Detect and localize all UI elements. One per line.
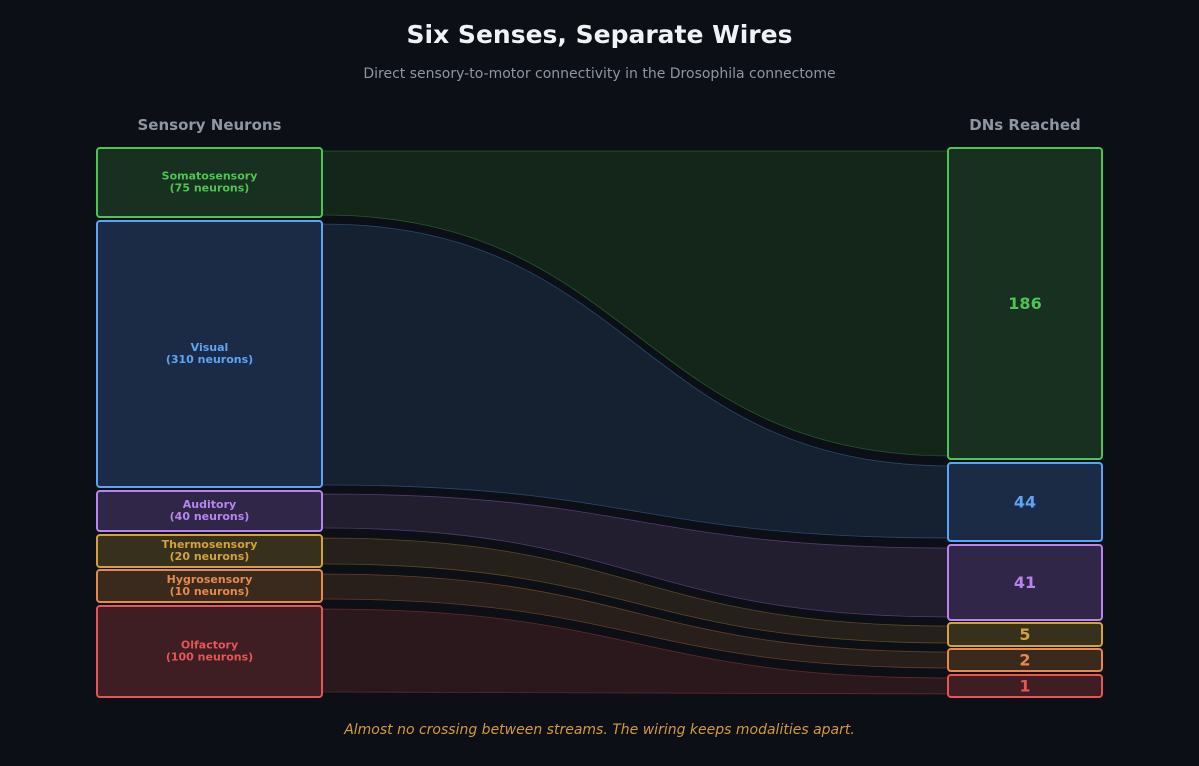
left-column-header: Sensory Neurons [137, 116, 282, 134]
dn-node-thermosensory-value: 5 [1019, 625, 1030, 644]
dn-node-visual-value: 44 [1014, 493, 1036, 512]
dn-node-auditory-value: 41 [1014, 573, 1036, 592]
sensory-node-layer: Somatosensory(75 neurons)Visual(310 neur… [96, 147, 323, 698]
sensory-node-hygrosensory-count: (10 neurons) [170, 585, 250, 598]
sensory-node-olfactory-box [96, 605, 323, 698]
dn-node-auditory: 41 [947, 544, 1103, 621]
sensory-node-auditory-box [96, 490, 323, 532]
flow-somatosensory [321, 150, 953, 457]
dn-node-visual-box [947, 462, 1103, 542]
sensory-node-visual: Visual(310 neurons) [96, 220, 323, 488]
dn-node-auditory-box [947, 544, 1103, 621]
dn-node-hygrosensory-value: 2 [1019, 651, 1030, 670]
sensory-node-hygrosensory: Hygrosensory(10 neurons) [96, 569, 323, 603]
sensory-node-olfactory-name: Olfactory [181, 639, 238, 652]
caption: Almost no crossing between streams. The … [344, 722, 855, 738]
sensory-node-hygrosensory-name: Hygrosensory [167, 573, 253, 586]
sensory-node-somatosensory: Somatosensory(75 neurons) [96, 147, 323, 218]
dn-node-thermosensory-box [947, 622, 1103, 647]
sensory-node-olfactory: Olfactory(100 neurons) [96, 605, 323, 698]
sensory-node-thermosensory-name: Thermosensory [162, 538, 258, 551]
dn-node-thermosensory: 5 [947, 622, 1103, 647]
page-subtitle: Direct sensory-to-motor connectivity in … [363, 66, 836, 82]
sensory-node-somatosensory-name: Somatosensory [162, 170, 258, 183]
page-title: Six Senses, Separate Wires [406, 20, 793, 49]
flow-layer [321, 150, 953, 695]
sensory-node-thermosensory: Thermosensory(20 neurons) [96, 534, 323, 568]
dn-node-hygrosensory-box [947, 648, 1103, 672]
sensory-node-auditory: Auditory(40 neurons) [96, 490, 323, 532]
sensory-node-thermosensory-box [96, 534, 323, 568]
dn-node-visual: 44 [947, 462, 1103, 542]
dn-node-layer: 186 44 41 5 2 1 [947, 147, 1103, 698]
sensory-node-auditory-count: (40 neurons) [170, 510, 250, 523]
dn-node-olfactory-box [947, 674, 1103, 698]
dn-node-somatosensory-value: 186 [1008, 294, 1041, 313]
dn-node-somatosensory-box [947, 147, 1103, 460]
sensory-node-olfactory-count: (100 neurons) [166, 651, 253, 664]
sensory-node-auditory-name: Auditory [183, 498, 236, 511]
sensory-node-visual-name: Visual [191, 341, 229, 354]
dn-node-olfactory-value: 1 [1019, 677, 1030, 696]
right-column-header: DNs Reached [969, 116, 1081, 134]
sensory-node-hygrosensory-box [96, 569, 323, 603]
dn-node-hygrosensory: 2 [947, 648, 1103, 672]
sensory-node-somatosensory-box [96, 147, 323, 218]
sensory-node-visual-count: (310 neurons) [166, 353, 253, 366]
sensory-node-visual-box [96, 220, 323, 488]
sensory-node-thermosensory-count: (20 neurons) [170, 550, 250, 563]
sensory-node-somatosensory-count: (75 neurons) [170, 182, 250, 195]
dn-node-olfactory: 1 [947, 674, 1103, 698]
dn-node-somatosensory: 186 [947, 147, 1103, 460]
